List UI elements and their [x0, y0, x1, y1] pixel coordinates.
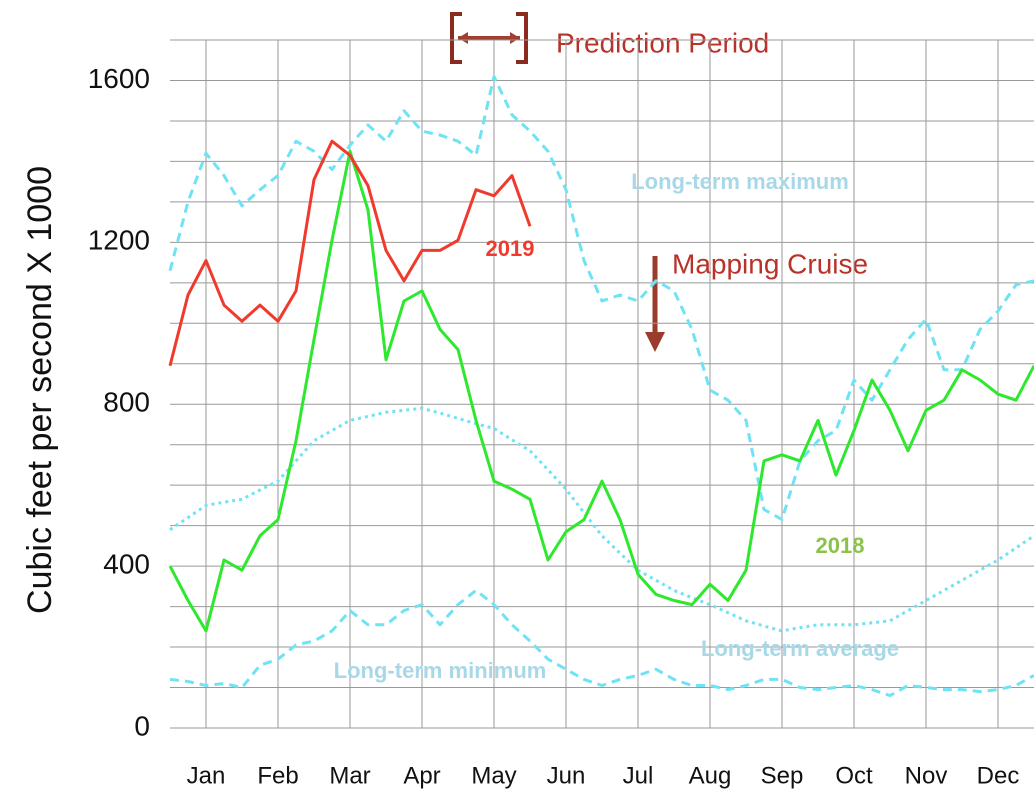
x-tick-label: Nov	[905, 762, 948, 789]
x-tick-label: Feb	[257, 762, 298, 789]
x-tick-label: Oct	[835, 762, 873, 789]
series-label: 2018	[816, 533, 865, 558]
x-tick-label: May	[471, 762, 516, 789]
series-line	[168, 74, 1034, 522]
bracket-left	[450, 12, 462, 64]
x-tick-label: Dec	[977, 762, 1020, 789]
x-tick-label: Apr	[403, 762, 440, 789]
x-tick-label: Mar	[329, 762, 370, 789]
y-tick-label: 0	[134, 710, 150, 741]
x-tick-label: Jun	[547, 762, 586, 789]
series-line	[168, 139, 532, 367]
annotation: Mapping Cruise	[672, 248, 868, 279]
x-tick-label: Jul	[623, 762, 654, 789]
y-tick-label: 1600	[88, 63, 150, 94]
prediction-bracket	[450, 12, 528, 64]
y-tick-label: 400	[103, 549, 150, 580]
x-tick-label: Jan	[187, 762, 226, 789]
x-tick-label: Sep	[761, 762, 804, 789]
annotation: Prediction Period	[556, 27, 769, 58]
series-line	[169, 588, 1034, 698]
series-line	[168, 149, 1034, 633]
series-label: Long-term minimum	[334, 658, 547, 683]
y-tick-label: 800	[103, 387, 150, 418]
series-label: Long-term average	[701, 636, 899, 661]
y-axis-label: Cubic feet per second X 1000	[21, 166, 59, 614]
series-label: 2019	[486, 236, 535, 261]
cruise-arrow	[645, 256, 665, 352]
x-tick-label: Aug	[689, 762, 732, 789]
series-label: Long-term maximum	[631, 169, 849, 194]
arrow-head	[645, 332, 665, 352]
y-tick-label: 1200	[88, 225, 150, 256]
bracket-right	[516, 12, 528, 64]
